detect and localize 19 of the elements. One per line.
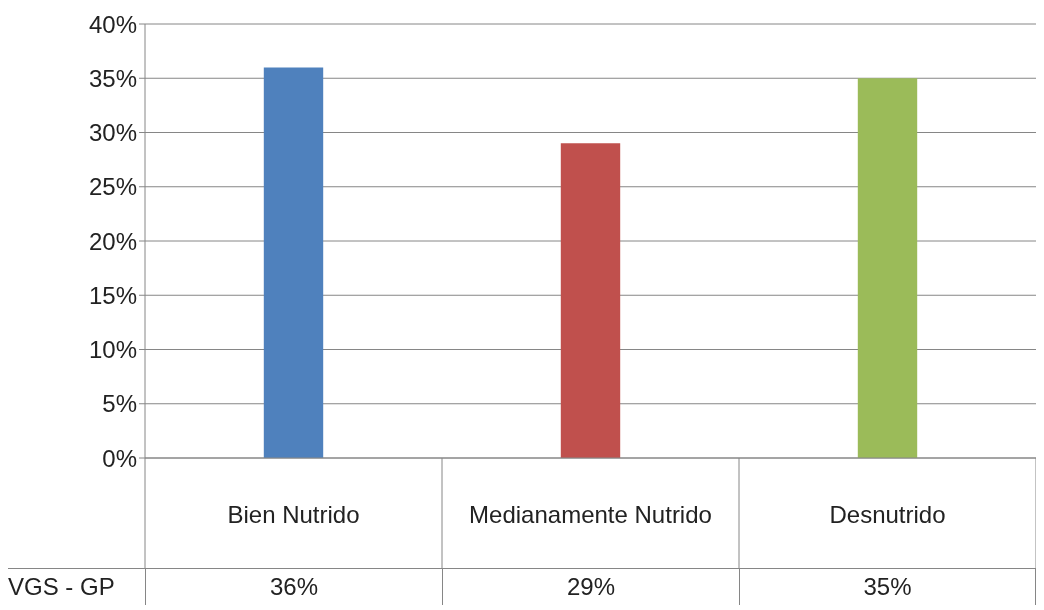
bar [263, 67, 324, 458]
text: VGS - GP [8, 572, 116, 602]
bar [857, 78, 918, 458]
data-label: 29% [442, 569, 739, 605]
y-tick-label: 20% [88, 227, 137, 255]
data-label: 35% [739, 569, 1036, 605]
y-tick-label: 10% [88, 336, 137, 364]
y-tick-label: 5% [102, 390, 137, 418]
y-tick-label: 25% [88, 173, 137, 201]
x-tick-label: Bien Nutrido [227, 500, 360, 528]
y-tick-label: 35% [88, 64, 137, 92]
x-tick-label: Medianamente Nutrido [469, 500, 712, 528]
y-tick-label: 0% [102, 444, 137, 472]
y-tick-label: 30% [88, 119, 137, 147]
x-tick-label: Desnutrido [829, 500, 946, 528]
y-tick-label: 15% [88, 281, 137, 309]
bar [560, 143, 621, 458]
data-label: 36% [145, 569, 442, 605]
y-tick-label: 40% [88, 10, 137, 38]
